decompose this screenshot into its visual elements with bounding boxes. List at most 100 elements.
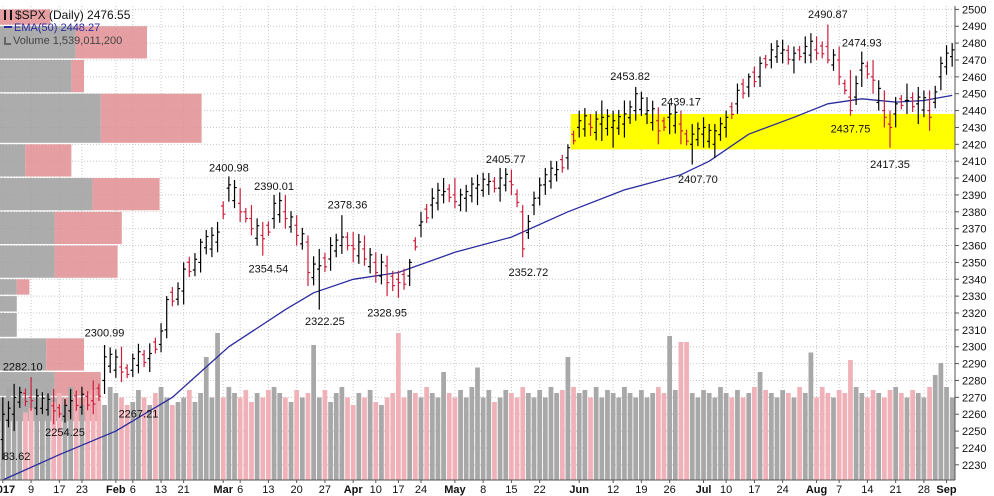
volume-bar (887, 390, 893, 480)
ohlc-bar (706, 124, 712, 148)
ohlc-bar (356, 233, 362, 264)
ohlc-bar (463, 184, 469, 212)
x-tick-label: Sep (936, 484, 956, 496)
volume-bar (932, 375, 938, 480)
volume-bar (249, 402, 254, 480)
ohlc-bar (192, 253, 198, 277)
ohlc-bar (712, 124, 718, 158)
volume-bar (339, 387, 345, 480)
volume-by-price-up (0, 279, 17, 295)
volume-bar (616, 397, 622, 480)
x-tick-label: 28 (918, 484, 930, 496)
volume-bar (938, 363, 944, 480)
ohlc-bar (447, 184, 452, 203)
ohlc-bar (367, 247, 373, 274)
volume-bar (554, 393, 559, 480)
volume-by-price-down (71, 59, 84, 93)
ohlc-bar (6, 401, 11, 428)
ohlc-bar (407, 259, 412, 287)
volume-bar (164, 397, 170, 480)
ohlc-bar (887, 110, 893, 148)
volume-by-price-down (16, 279, 30, 295)
x-tick-label: 17 (392, 484, 404, 496)
y-tick-label: 2300 (962, 342, 986, 354)
price-annotation: 2322.25 (305, 316, 345, 328)
volume-bar (915, 393, 921, 480)
ohlc-bar (153, 337, 158, 354)
ohlc-bar (859, 51, 864, 87)
y-tick-label: 2410 (962, 156, 986, 168)
x-tick-label: 10 (370, 484, 382, 496)
y-tick-label: 2230 (962, 460, 986, 472)
ohlc-bar (51, 388, 56, 425)
ohlc-bar (28, 377, 34, 411)
ohlc-bar (170, 287, 175, 307)
ohlc-bar (418, 211, 424, 238)
ohlc-bar (260, 221, 265, 256)
ohlc-bar (514, 189, 520, 208)
volume-bar (927, 387, 932, 480)
ohlc-bar (232, 180, 237, 209)
volume-bar (605, 390, 610, 480)
volume-bar (802, 393, 808, 480)
ohlc-bar (769, 43, 774, 69)
ohlc-bar (763, 54, 768, 69)
ohlc-bar (141, 349, 147, 368)
ohlc-bar (85, 391, 90, 411)
x-tick-label: 12 (607, 484, 619, 496)
volume-bar (373, 402, 379, 480)
x-tick-label: 15 (505, 484, 517, 496)
volume-bar (130, 402, 136, 480)
y-tick-label: 2450 (962, 89, 986, 101)
ohlc-bar (893, 97, 898, 128)
volume-bar (486, 390, 492, 480)
ohlc-bar (379, 253, 384, 285)
ohlc-bar (899, 95, 904, 110)
ohlc-bar (938, 56, 944, 91)
ohlc-bar (548, 160, 554, 189)
price-annotation: 2490.87 (808, 9, 848, 21)
volume-bar (740, 397, 746, 480)
x-tick-label: Apr (344, 484, 364, 496)
volume-bar (644, 397, 650, 480)
ohlc-bar (107, 347, 113, 374)
volume-bar (684, 342, 689, 480)
ohlc-bar (554, 161, 559, 182)
ohlc-bar (96, 383, 102, 401)
ohlc-bar (927, 90, 932, 131)
volume-bar (870, 390, 876, 480)
volume-bar (271, 387, 277, 480)
volume-bar (254, 393, 260, 480)
ohlc-bar (475, 174, 480, 206)
y-tick-label: 2320 (962, 308, 986, 320)
volume-bar (446, 393, 452, 480)
ohlc-bar (865, 61, 870, 79)
ohlc-bar (593, 111, 599, 141)
volume-bar (480, 397, 486, 480)
y-tick-label: 2430 (962, 122, 986, 134)
ohlc-bar (424, 203, 429, 223)
y-tick-label: 2250 (962, 426, 986, 438)
volume-bar (435, 397, 441, 480)
volume-bar (492, 402, 497, 480)
x-tick-label: 22 (534, 484, 546, 496)
price-annotation: 2378.36 (328, 199, 368, 211)
volume-bar (780, 390, 786, 480)
ohlc-bar (949, 43, 955, 67)
volume-bar (68, 387, 74, 480)
volume-bar (520, 387, 526, 480)
price-annotation: 2407.70 (678, 174, 718, 186)
volume-bar (158, 387, 164, 480)
ohlc-bar (390, 270, 395, 292)
ohlc-bar (876, 80, 881, 111)
ohlc-bar (458, 188, 463, 212)
x-tick-label: 24 (777, 484, 789, 496)
price-annotation: 2400.98 (209, 162, 249, 174)
ohlc-bar (565, 144, 571, 170)
ohlc-bar (842, 79, 848, 95)
volume-bar (537, 390, 543, 480)
ohlc-bar (916, 86, 921, 125)
volume-bars-icon (4, 37, 11, 45)
x-tick-label: 19 (635, 484, 647, 496)
volume-bar (367, 390, 373, 480)
